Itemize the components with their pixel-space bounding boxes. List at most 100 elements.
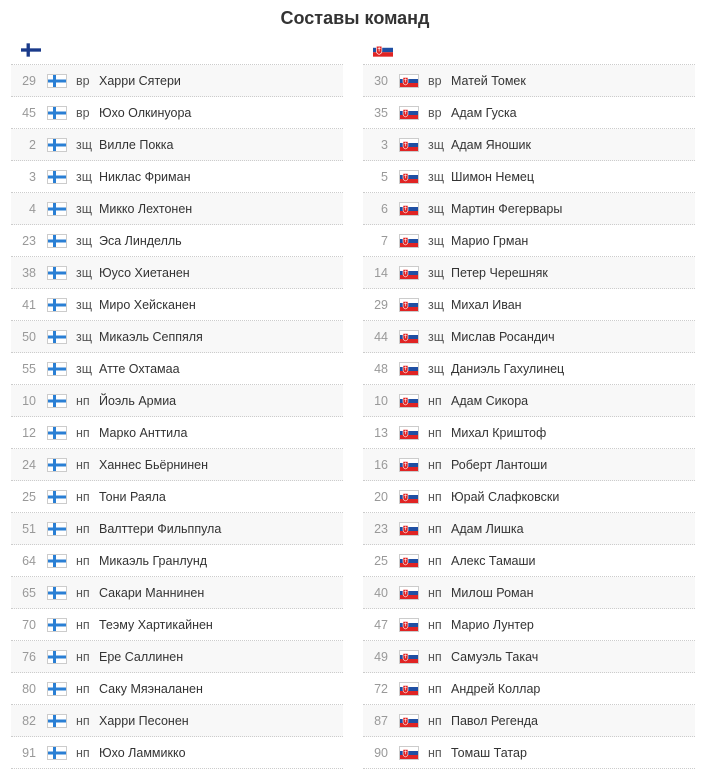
finland-flag-icon (47, 169, 67, 184)
player-name: Милош Роман (451, 585, 534, 600)
player-name: Саку Мяэналанен (99, 681, 203, 696)
player-row: 35 вр Адам Гуска (363, 97, 695, 129)
player-row: 29 вр Харри Сятери (11, 65, 343, 97)
player-position: зщ (428, 329, 445, 344)
player-position: нп (76, 521, 90, 536)
player-number: 76 (22, 649, 36, 664)
player-position: нп (76, 393, 90, 408)
slovakia-flag-large-icon (373, 40, 393, 60)
player-number: 20 (374, 489, 388, 504)
player-row: 6 зщ Мартин Фегервары (363, 193, 695, 225)
player-number: 7 (381, 233, 388, 248)
player-position: зщ (428, 265, 445, 280)
player-position: зщ (428, 169, 445, 184)
player-number: 50 (22, 329, 36, 344)
player-position: вр (428, 105, 442, 120)
player-position: нп (428, 713, 442, 728)
slovakia-flag-icon (399, 361, 419, 376)
player-position: нп (76, 681, 90, 696)
team-lineup-finland: 29 вр Харри Сятери 45 вр Юхо Олкинуора 2… (11, 40, 343, 769)
player-position: нп (428, 457, 442, 472)
player-row: 44 зщ Мислав Росандич (363, 321, 695, 353)
player-position: вр (76, 73, 90, 88)
player-number: 48 (374, 361, 388, 376)
player-number: 10 (22, 393, 36, 408)
slovakia-flag-icon (399, 649, 419, 664)
player-number: 40 (374, 585, 388, 600)
player-position: зщ (76, 329, 93, 344)
player-number: 64 (22, 553, 36, 568)
finland-flag-icon (47, 73, 67, 88)
player-row: 45 вр Юхо Олкинуора (11, 97, 343, 129)
player-row: 49 нп Самуэль Такач (363, 641, 695, 673)
finland-flag-icon (47, 201, 67, 216)
player-position: нп (428, 521, 442, 536)
slovakia-flag-icon (399, 745, 419, 760)
player-position: нп (76, 745, 90, 760)
finland-flag-icon (47, 617, 67, 632)
player-name: Миро Хейсканен (99, 297, 196, 312)
player-name: Валттери Фильппула (99, 521, 222, 536)
player-row: 25 нп Алекс Тамаши (363, 545, 695, 577)
player-number: 29 (22, 73, 36, 88)
player-row: 25 нп Тони Раяла (11, 481, 343, 513)
player-number: 41 (22, 297, 36, 312)
finland-flag-icon (47, 745, 67, 760)
player-name: Тони Раяла (99, 489, 166, 504)
player-row: 80 нп Саку Мяэналанен (11, 673, 343, 705)
slovakia-flag-icon (399, 489, 419, 504)
player-number: 2 (29, 137, 36, 152)
player-position: нп (428, 425, 442, 440)
player-position: нп (76, 617, 90, 632)
player-name: Михал Иван (451, 297, 522, 312)
player-name: Марио Грман (451, 233, 529, 248)
player-name: Юхо Ламмикко (99, 745, 186, 760)
player-name: Петер Черешняк (451, 265, 548, 280)
player-name: Самуэль Такач (451, 649, 539, 664)
player-row: 64 нп Микаэль Гранлунд (11, 545, 343, 577)
finland-flag-icon (47, 393, 67, 408)
player-row: 40 нп Милош Роман (363, 577, 695, 609)
player-row: 10 нп Адам Сикора (363, 385, 695, 417)
player-position: нп (76, 489, 90, 504)
player-position: зщ (76, 265, 93, 280)
player-position: нп (76, 553, 90, 568)
player-name: Адам Сикора (451, 393, 529, 408)
player-number: 70 (22, 617, 36, 632)
player-number: 87 (374, 713, 388, 728)
player-position: нп (76, 713, 90, 728)
player-row: 65 нп Сакари Маннинен (11, 577, 343, 609)
player-number: 10 (374, 393, 388, 408)
player-row: 30 вр Матей Томек (363, 65, 695, 97)
finland-flag-icon (47, 361, 67, 376)
player-name: Юрай Слафковски (451, 489, 560, 504)
player-name: Даниэль Гахулинец (451, 361, 565, 376)
player-position: нп (428, 393, 442, 408)
player-position: нп (76, 585, 90, 600)
player-name: Михал Криштоф (451, 425, 547, 440)
player-number: 23 (22, 233, 36, 248)
page-title: Составы команд (280, 8, 430, 28)
player-position: зщ (76, 361, 93, 376)
player-position: зщ (76, 297, 93, 312)
finland-flag-icon (47, 233, 67, 248)
player-name: Адам Лишка (451, 521, 524, 536)
player-name: Адам Гуска (451, 105, 517, 120)
player-name: Мартин Фегервары (451, 201, 563, 216)
team-lineup-slovakia: 30 вр Матей Томек 35 вр Адам Гуска 3 зщ … (363, 40, 695, 769)
player-list: 30 вр Матей Томек 35 вр Адам Гуска 3 зщ … (363, 64, 695, 769)
player-number: 35 (374, 105, 388, 120)
player-row: 70 нп Теэму Хартикайнен (11, 609, 343, 641)
player-position: зщ (76, 233, 93, 248)
player-name: Никлас Фриман (99, 169, 191, 184)
slovakia-flag-icon (399, 425, 419, 440)
player-row: 24 нп Ханнес Бьёрнинен (11, 449, 343, 481)
player-list: 29 вр Харри Сятери 45 вр Юхо Олкинуора 2… (11, 64, 343, 769)
player-row: 14 зщ Петер Черешняк (363, 257, 695, 289)
slovakia-flag-icon (399, 585, 419, 600)
finland-flag-icon (47, 105, 67, 120)
slovakia-flag-icon (399, 553, 419, 568)
player-position: нп (428, 553, 442, 568)
player-number: 45 (22, 105, 36, 120)
player-name: Атте Охтамаа (99, 361, 180, 376)
